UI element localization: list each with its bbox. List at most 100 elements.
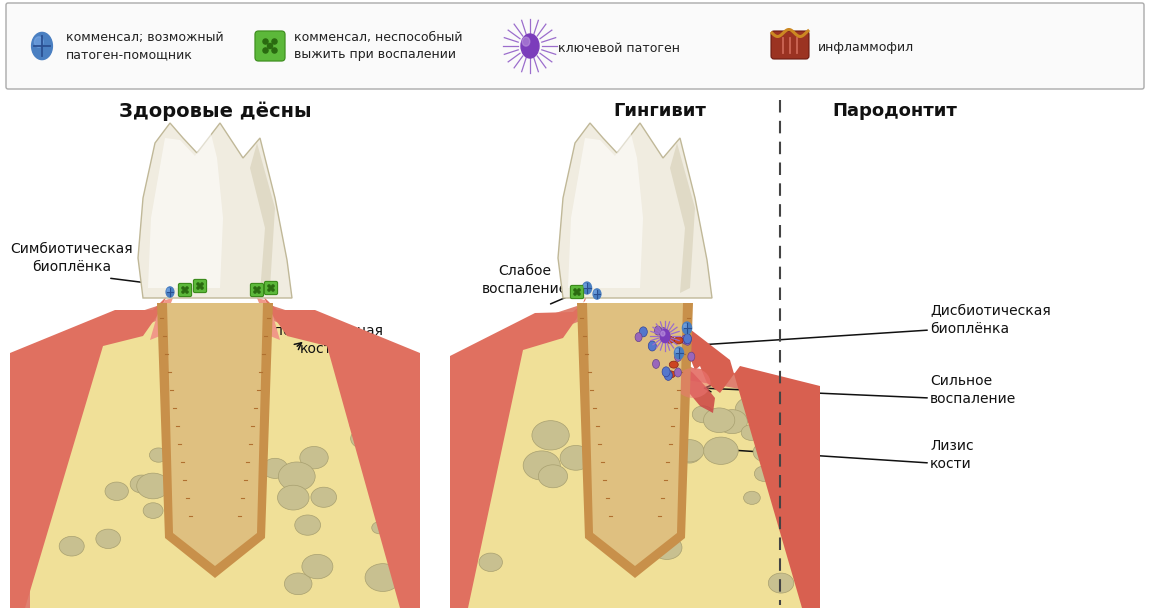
Circle shape <box>270 287 273 289</box>
Ellipse shape <box>600 418 634 444</box>
Ellipse shape <box>365 564 400 592</box>
Circle shape <box>254 291 256 293</box>
Polygon shape <box>10 280 172 608</box>
FancyBboxPatch shape <box>178 283 192 297</box>
Text: Лизис
кости: Лизис кости <box>930 439 974 471</box>
Ellipse shape <box>582 282 591 294</box>
Circle shape <box>577 289 580 291</box>
Circle shape <box>577 293 580 295</box>
Text: Слабое
воспаление: Слабое воспаление <box>482 264 568 296</box>
Circle shape <box>574 293 576 295</box>
FancyBboxPatch shape <box>570 285 583 299</box>
Circle shape <box>268 43 273 49</box>
Circle shape <box>271 48 277 53</box>
Ellipse shape <box>137 473 169 499</box>
Ellipse shape <box>310 487 337 507</box>
Ellipse shape <box>674 368 682 377</box>
Text: ключевой патоген: ключевой патоген <box>558 41 680 55</box>
Ellipse shape <box>654 326 661 335</box>
Circle shape <box>268 289 270 291</box>
Ellipse shape <box>457 440 488 465</box>
Ellipse shape <box>632 407 668 435</box>
Ellipse shape <box>753 442 779 462</box>
Ellipse shape <box>704 408 735 432</box>
Circle shape <box>197 283 199 285</box>
Circle shape <box>182 291 184 293</box>
Ellipse shape <box>168 402 189 419</box>
Polygon shape <box>10 306 420 608</box>
Polygon shape <box>450 278 593 608</box>
Ellipse shape <box>480 553 503 572</box>
Ellipse shape <box>150 448 168 462</box>
Polygon shape <box>138 123 292 298</box>
Circle shape <box>258 291 260 293</box>
Ellipse shape <box>31 32 53 60</box>
Ellipse shape <box>467 408 497 432</box>
Ellipse shape <box>616 480 654 510</box>
Text: Гингивит: Гингивит <box>614 102 706 120</box>
Ellipse shape <box>666 371 675 378</box>
Ellipse shape <box>660 330 670 342</box>
Circle shape <box>186 291 189 293</box>
Ellipse shape <box>95 529 121 548</box>
Ellipse shape <box>371 522 388 534</box>
Polygon shape <box>148 130 223 288</box>
Text: Неповреждённая
кость: Неповреждённая кость <box>256 324 384 356</box>
Ellipse shape <box>610 521 649 551</box>
Text: Сильное
воспаление: Сильное воспаление <box>930 374 1017 406</box>
Ellipse shape <box>683 324 688 328</box>
Polygon shape <box>256 280 420 608</box>
Ellipse shape <box>301 554 332 579</box>
Polygon shape <box>256 298 279 340</box>
Ellipse shape <box>688 352 695 361</box>
Ellipse shape <box>692 406 714 423</box>
Text: комменсал, неспособный
выжить при воспалении: комменсал, неспособный выжить при воспал… <box>294 31 462 61</box>
Ellipse shape <box>716 410 748 434</box>
Ellipse shape <box>666 336 674 344</box>
Polygon shape <box>577 303 693 578</box>
Polygon shape <box>568 130 643 288</box>
Text: Дисбиотическая
биоплёнка: Дисбиотическая биоплёнка <box>930 304 1051 336</box>
FancyBboxPatch shape <box>251 283 263 297</box>
Circle shape <box>201 283 204 285</box>
FancyBboxPatch shape <box>770 31 808 59</box>
Ellipse shape <box>34 37 44 47</box>
Ellipse shape <box>674 347 683 359</box>
Circle shape <box>263 39 268 44</box>
Ellipse shape <box>210 404 231 420</box>
Ellipse shape <box>277 485 309 510</box>
Ellipse shape <box>678 445 702 463</box>
Circle shape <box>268 285 270 287</box>
Ellipse shape <box>635 333 642 342</box>
Ellipse shape <box>595 291 598 294</box>
Ellipse shape <box>675 353 682 361</box>
Circle shape <box>271 39 277 44</box>
Polygon shape <box>664 316 820 608</box>
Ellipse shape <box>201 551 218 565</box>
Circle shape <box>576 291 578 293</box>
Ellipse shape <box>350 413 377 434</box>
Ellipse shape <box>674 337 683 344</box>
Ellipse shape <box>652 536 682 559</box>
Ellipse shape <box>704 437 738 465</box>
Ellipse shape <box>532 421 569 450</box>
Polygon shape <box>250 143 275 293</box>
Text: Пародонтит: Пародонтит <box>833 102 958 120</box>
Ellipse shape <box>356 392 385 414</box>
FancyBboxPatch shape <box>255 31 285 61</box>
Ellipse shape <box>560 446 591 470</box>
Ellipse shape <box>521 34 539 58</box>
Ellipse shape <box>194 454 230 482</box>
Ellipse shape <box>166 287 174 297</box>
Ellipse shape <box>523 451 560 480</box>
Ellipse shape <box>300 446 328 469</box>
Polygon shape <box>450 306 820 608</box>
Ellipse shape <box>684 336 691 345</box>
Polygon shape <box>664 346 715 413</box>
Circle shape <box>199 285 201 287</box>
Polygon shape <box>167 303 263 566</box>
Polygon shape <box>30 318 400 608</box>
Ellipse shape <box>143 503 163 519</box>
Circle shape <box>256 289 258 291</box>
Circle shape <box>186 287 189 289</box>
